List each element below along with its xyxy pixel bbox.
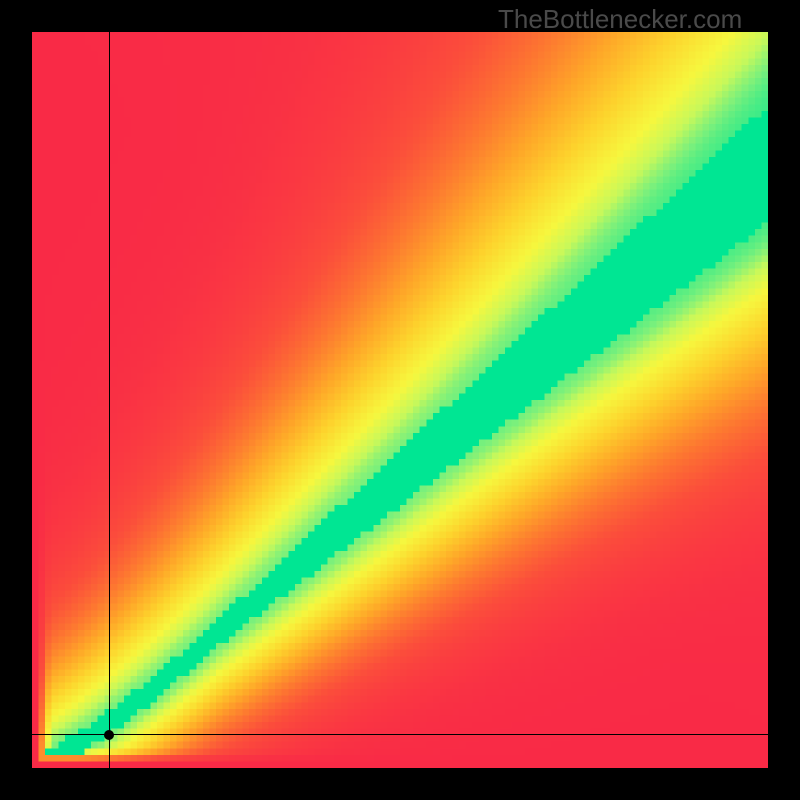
crosshair-vertical: [109, 32, 110, 768]
crosshair-horizontal: [32, 734, 768, 735]
bottleneck-heatmap: [32, 32, 768, 768]
chart-container: TheBottlenecker.com: [0, 0, 800, 800]
attribution-text: TheBottlenecker.com: [498, 4, 742, 35]
